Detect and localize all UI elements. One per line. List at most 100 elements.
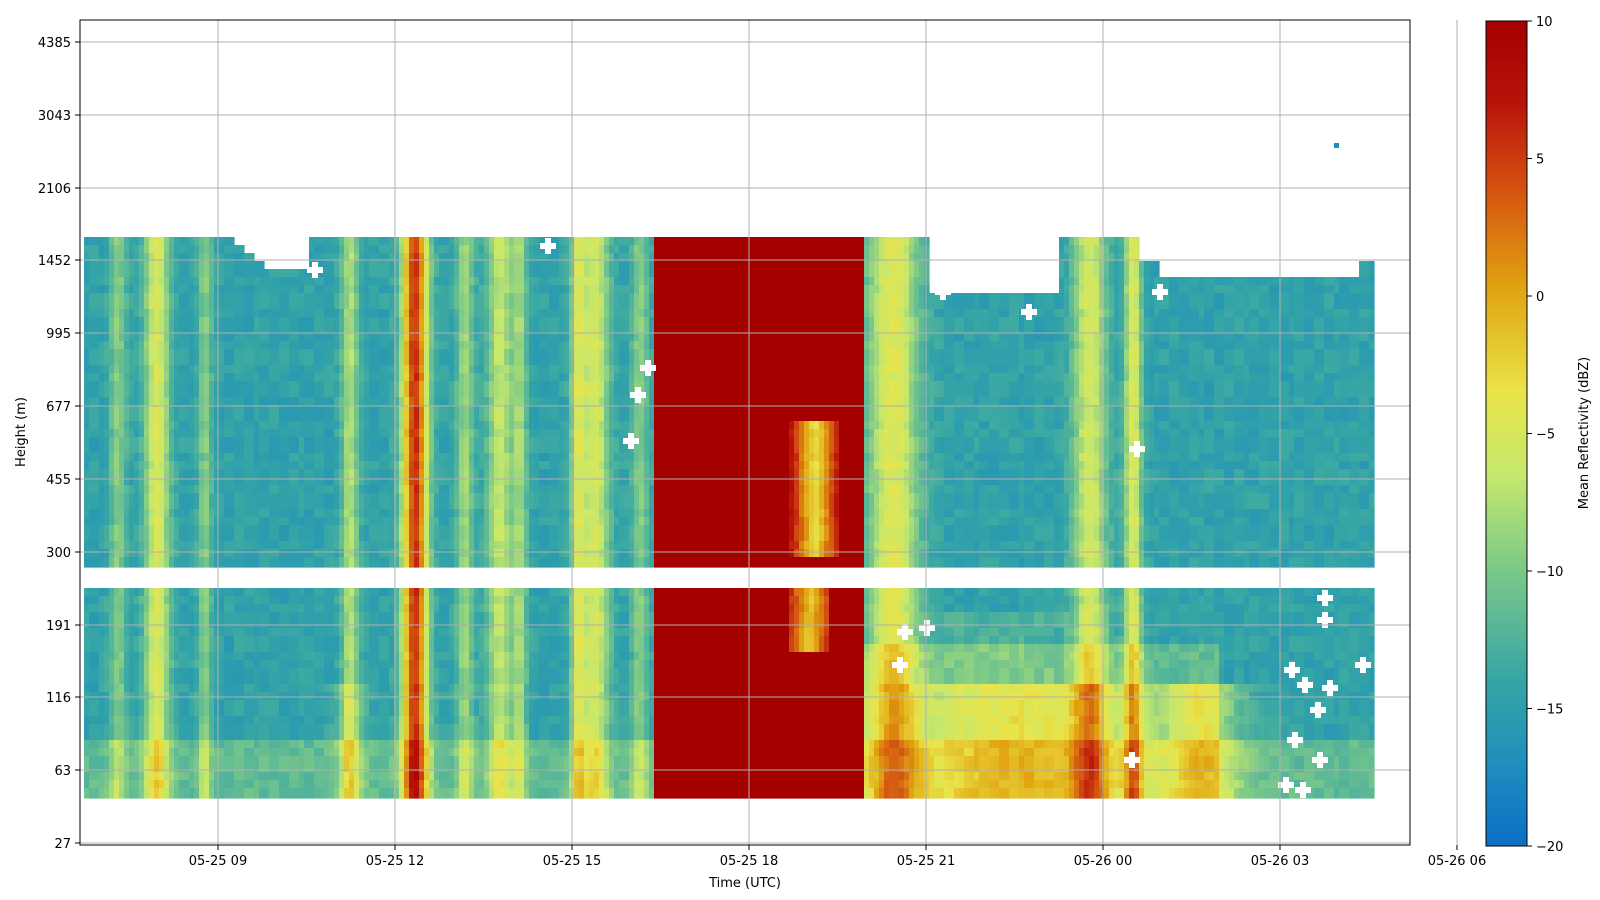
heatmap-cell <box>699 261 705 270</box>
heatmap-cell <box>1144 325 1150 334</box>
heatmap-cell <box>604 293 610 302</box>
heatmap-cell <box>659 325 665 334</box>
heatmap-cell <box>404 341 410 350</box>
heatmap-cell <box>774 317 780 326</box>
heatmap-cell <box>834 333 840 342</box>
heatmap-cell <box>214 245 220 254</box>
heatmap-cell <box>859 285 865 294</box>
heatmap-cell <box>1329 301 1335 310</box>
heatmap-cell <box>559 325 565 334</box>
heatmap-cell <box>119 301 125 310</box>
heatmap-cell <box>259 341 265 350</box>
heatmap-cell <box>269 309 275 318</box>
heatmap-cell <box>609 333 615 342</box>
heatmap-cell <box>299 301 305 310</box>
heatmap-cell <box>669 349 675 358</box>
heatmap-cell <box>244 285 250 294</box>
heatmap-cell <box>499 269 505 278</box>
heatmap-cell <box>164 317 170 326</box>
heatmap-cell <box>249 309 255 318</box>
heatmap-cell <box>709 293 715 302</box>
heatmap-cell <box>109 341 115 350</box>
heatmap-cell <box>624 317 630 326</box>
heatmap-cell <box>1089 301 1095 310</box>
heatmap-cell <box>1284 317 1290 326</box>
heatmap-cell <box>99 309 105 318</box>
heatmap-cell <box>819 293 825 302</box>
heatmap-cell <box>804 301 810 310</box>
heatmap-cell <box>794 277 800 286</box>
heatmap-cell <box>494 293 500 302</box>
heatmap-cell <box>329 245 335 254</box>
heatmap-cell <box>199 245 205 254</box>
heatmap-cell <box>564 341 570 350</box>
heatmap-cell <box>629 341 635 350</box>
heatmap-cell <box>759 309 765 318</box>
heatmap-cell <box>834 261 840 270</box>
heatmap-cell <box>824 317 830 326</box>
heatmap-cell <box>1109 341 1115 350</box>
heatmap-cell <box>114 325 120 334</box>
heatmap-cell <box>899 325 905 334</box>
heatmap-cell <box>794 349 800 358</box>
heatmap-cell <box>359 269 365 278</box>
heatmap-cell <box>939 341 945 350</box>
heatmap-cell <box>134 269 140 278</box>
heatmap-cell <box>1334 325 1340 334</box>
heatmap-cell <box>669 277 675 286</box>
heatmap-cell <box>214 277 220 286</box>
heatmap-cell <box>1304 333 1310 342</box>
heatmap-cell <box>529 341 535 350</box>
heatmap-cell <box>444 293 450 302</box>
heatmap-cell <box>649 245 655 254</box>
heatmap-cell <box>424 301 430 310</box>
heatmap-cell <box>1254 341 1260 350</box>
heatmap-cell <box>534 261 540 270</box>
heatmap-cell <box>704 309 710 318</box>
heatmap-cell <box>669 245 675 254</box>
heatmap-cell <box>449 293 455 302</box>
heatmap-cell <box>1049 341 1055 350</box>
heatmap-cell <box>1349 309 1355 318</box>
heatmap-cell <box>869 261 875 270</box>
heatmap-cell <box>819 237 825 246</box>
heatmap-cell <box>224 301 230 310</box>
heatmap-cell <box>1069 245 1075 254</box>
heatmap-cell <box>1319 333 1325 342</box>
heatmap-cell <box>729 349 735 358</box>
heatmap-cell <box>154 237 160 246</box>
heatmap-cell <box>1004 333 1010 342</box>
heatmap-cell <box>779 301 785 310</box>
heatmap-cell <box>1299 341 1305 350</box>
heatmap-cell <box>344 349 350 358</box>
heatmap-cell <box>1009 317 1015 326</box>
heatmap-cell <box>509 237 515 246</box>
heatmap-cell <box>89 269 95 278</box>
heatmap-cell <box>369 325 375 334</box>
heatmap-cell <box>904 245 910 254</box>
heatmap-cell <box>419 285 425 294</box>
heatmap-cell <box>419 325 425 334</box>
heatmap-cell <box>1224 301 1230 310</box>
heatmap-cell <box>874 261 880 270</box>
heatmap-cell <box>759 301 765 310</box>
heatmap-cell <box>1019 325 1025 334</box>
heatmap-cell <box>369 317 375 326</box>
heatmap-cell <box>254 293 260 302</box>
heatmap-cell <box>849 317 855 326</box>
heatmap-cell <box>239 285 245 294</box>
heatmap-cell <box>834 341 840 350</box>
heatmap-cell <box>1129 333 1135 342</box>
heatmap-cell <box>814 341 820 350</box>
heatmap-cell <box>909 333 915 342</box>
heatmap-cell <box>709 341 715 350</box>
heatmap-cell <box>289 277 295 286</box>
heatmap-cell <box>724 333 730 342</box>
heatmap-cell <box>159 285 165 294</box>
heatmap-cell <box>1019 341 1025 350</box>
heatmap-cell <box>1034 341 1040 350</box>
heatmap-cell <box>349 237 355 246</box>
heatmap-cell <box>439 333 445 342</box>
heatmap-cell <box>1264 277 1270 286</box>
heatmap-cell <box>494 333 500 342</box>
